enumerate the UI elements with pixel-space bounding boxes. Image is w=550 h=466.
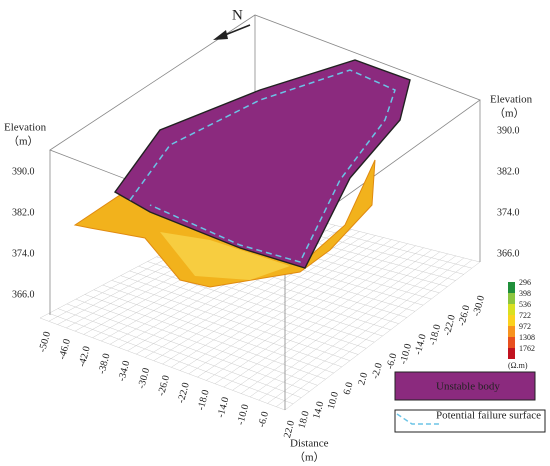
legend-box [394, 409, 546, 433]
z-tick-label: -18.0 [427, 323, 443, 346]
axis-title: Elevation [4, 122, 47, 134]
x-tick-label: -42.0 [77, 345, 93, 368]
x-tick-label: -38.0 [97, 352, 113, 375]
grid-line [39, 317, 286, 411]
colorbar-label: 1762 [519, 344, 535, 353]
z-tick-label: 2.0 [356, 371, 370, 386]
legend-swatch [396, 413, 440, 425]
z-tick-label: -6.0 [385, 352, 400, 370]
y-tick-label: 366.0 [497, 248, 520, 259]
grid-line [138, 265, 375, 343]
x-tick-label: -46.0 [57, 338, 73, 361]
x-tick-label: -10.0 [235, 403, 251, 426]
x-tick-label: -22.0 [176, 381, 192, 404]
z-tick-label: -26.0 [456, 304, 472, 327]
z-tick-label: 10.0 [326, 391, 341, 411]
legend-label: Potential failure surface [436, 410, 541, 422]
failure-surface [129, 69, 396, 263]
axis-title: Elevation [490, 94, 533, 106]
colorbar-segment [508, 282, 515, 293]
north-arrow [213, 30, 228, 40]
colorbar-segment [508, 348, 515, 359]
x-tick-label: -30.0 [136, 367, 152, 390]
x-tick-label: -6.0 [256, 411, 271, 429]
z-tick-label: -10.0 [398, 343, 414, 366]
z-tick-label: 22.0 [282, 420, 297, 440]
grid-line [102, 284, 342, 368]
colorbar-segment [508, 337, 515, 348]
colorbar-segment [508, 326, 515, 337]
y-tick-label: 390.0 [12, 166, 35, 177]
grid-line [93, 289, 334, 374]
y-tick-label: 374.0 [12, 248, 35, 259]
resistivity-body [160, 232, 290, 280]
grid-line [48, 313, 294, 405]
grid-line [129, 270, 367, 349]
colorbar-label: 398 [519, 289, 531, 298]
colorbar-label: 1308 [519, 333, 535, 342]
legend-label: Unstable body [436, 381, 500, 393]
colorbar-segment [508, 315, 515, 326]
north-label: N [232, 7, 243, 23]
legend-swatch [394, 371, 536, 401]
axis-title: Distance [290, 438, 329, 450]
x-tick-label: -50.0 [37, 331, 53, 354]
grid-line [120, 275, 359, 355]
x-tick-label: -26.0 [156, 374, 172, 397]
z-tick-label: 6.0 [342, 381, 356, 396]
z-tick-label: -22.0 [442, 314, 458, 337]
colorbar-label: 296 [519, 278, 531, 287]
grid-line [84, 294, 326, 380]
colorbar-unit: (Ω.m) [508, 361, 528, 370]
grid-line [111, 280, 351, 361]
y-tick-label: 374.0 [497, 207, 520, 218]
y-tick-label: 390.0 [497, 125, 520, 136]
z-tick-label: 18.0 [297, 410, 312, 430]
x-tick-label: -14.0 [215, 396, 231, 419]
colorbar-label: 536 [519, 300, 531, 309]
z-tick-label: -14.0 [413, 333, 429, 356]
z-tick-label: -2.0 [370, 362, 385, 380]
colorbar: 296 398 536 722 972 1308 1762 [508, 278, 535, 359]
grid-line [75, 298, 318, 386]
y-tick-label: 366.0 [12, 289, 35, 300]
x-tick-label: -34.0 [116, 360, 132, 383]
y-tick-label: 382.0 [497, 166, 520, 177]
axis-unit: （m） [494, 107, 525, 120]
colorbar-segment [508, 293, 515, 304]
axis-unit: （m） [294, 451, 325, 464]
colorbar-label: 722 [519, 311, 531, 320]
axis-unit: （m） [8, 135, 39, 148]
unstable-body [113, 59, 411, 269]
grid-line [66, 303, 310, 392]
y-tick-label: 382.0 [12, 207, 35, 218]
grid-line [57, 308, 302, 398]
colorbar-label: 972 [519, 322, 531, 331]
z-tick-label: -30.0 [471, 295, 487, 318]
z-tick-label: 14.0 [311, 400, 326, 420]
colorbar-segment [508, 304, 515, 315]
north-arrow [224, 24, 251, 36]
x-tick-label: -18.0 [196, 389, 212, 412]
